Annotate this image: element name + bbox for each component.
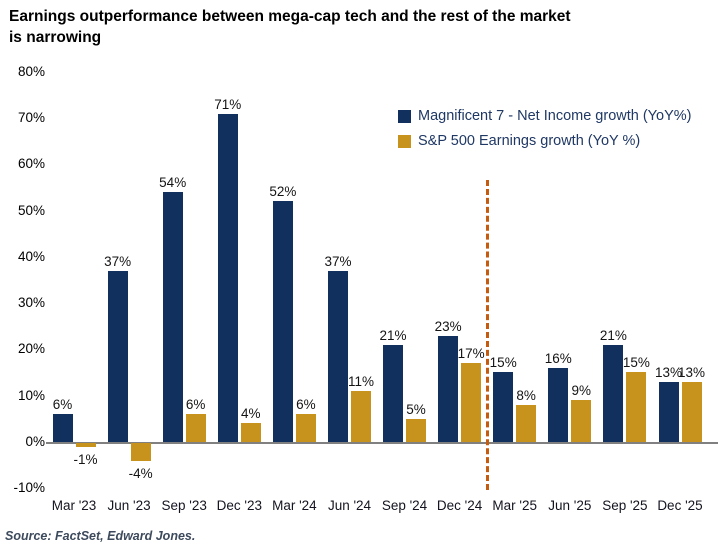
bar-value-label: 17%	[457, 346, 485, 362]
bar-value-label: 6%	[185, 397, 206, 412]
y-axis-tick-label: 60%	[17, 156, 45, 172]
bar-value-label: 11%	[347, 373, 375, 389]
y-axis-tick-label: 0%	[25, 433, 45, 449]
bar-value-label: 54%	[159, 175, 187, 191]
x-axis-category-label: Mar '24	[272, 498, 317, 513]
bar-value-label: -1%	[73, 452, 98, 468]
forecast-divider-line	[485, 180, 489, 490]
bar-value-label: 37%	[104, 253, 132, 269]
source-note: Source: FactSet, Edward Jones.	[5, 529, 196, 543]
bar-value-label: 15%	[622, 355, 650, 371]
x-axis-category-label: Dec '24	[436, 498, 483, 513]
bar-sp500	[130, 442, 151, 462]
bar-value-label: 6%	[296, 397, 316, 412]
bar-value-label: 6%	[52, 397, 73, 412]
bar-sp500	[516, 404, 537, 442]
bar-value-label: 71%	[214, 96, 242, 112]
x-axis-category-label: Jun '23	[107, 498, 151, 513]
y-axis-tick-label: 70%	[17, 110, 45, 126]
bar-sp500	[295, 414, 316, 442]
bar-sp500	[240, 423, 261, 442]
bar-value-label: 8%	[516, 387, 536, 403]
bar-value-label: 5%	[406, 401, 426, 417]
legend-label-mag7: Magnificent 7 - Net Income growth (YoY%)	[418, 108, 692, 124]
x-axis-category-label: Dec '25	[657, 498, 703, 513]
y-axis-tick-label: 20%	[17, 341, 45, 357]
bar-mag7	[52, 414, 73, 442]
legend-item-mag7: Magnificent 7 - Net Income growth (YoY%)	[398, 106, 691, 126]
x-axis-category-label: Jun '25	[548, 498, 592, 513]
x-axis-category-label: Sep '24	[381, 498, 428, 513]
bar-mag7	[658, 381, 679, 442]
legend-marker-sp500	[398, 134, 411, 148]
bar-sp500	[406, 418, 426, 442]
bar-mag7	[383, 344, 403, 442]
y-axis-tick-label: 80%	[17, 64, 45, 79]
x-axis-line	[46, 442, 718, 444]
bar-mag7	[603, 344, 624, 442]
x-axis-category-label: Mar '25	[492, 498, 537, 513]
bar-value-label: 9%	[571, 383, 592, 399]
legend-label-sp500: S&P 500 Earnings growth (YoY %)	[418, 133, 641, 149]
bar-sp500	[571, 400, 592, 442]
y-axis-tick-label: 50%	[17, 202, 45, 218]
bar-value-label: -4%	[128, 466, 153, 482]
y-axis-tick-label: 40%	[17, 248, 45, 264]
bar-value-label: 23%	[434, 318, 462, 334]
bar-value-label: 15%	[489, 355, 517, 371]
bar-mag7	[162, 192, 183, 442]
x-axis-category-label: Sep '25	[602, 498, 648, 513]
y-axis-tick-label: -10%	[13, 479, 45, 495]
bar-value-label: 4%	[241, 406, 261, 422]
bar-sp500	[461, 363, 482, 442]
bar-mag7	[328, 270, 348, 442]
bar-mag7	[107, 270, 128, 442]
bar-value-label: 52%	[269, 184, 297, 200]
y-axis-tick-label: 10%	[17, 387, 45, 403]
bar-sp500	[681, 381, 702, 442]
bar-sp500	[626, 372, 647, 442]
bar-sp500	[185, 414, 206, 442]
bar-value-label: 16%	[544, 350, 572, 366]
x-axis-category-label: Dec '23	[216, 498, 262, 513]
x-axis-category-label: Jun '24	[327, 498, 372, 513]
bar-value-label: 21%	[379, 327, 407, 343]
bar-value-label: 37%	[324, 253, 352, 269]
chart-title: Earnings outperformance between mega-cap…	[9, 8, 571, 47]
bar-mag7	[217, 113, 238, 442]
bar-sp500	[75, 442, 96, 448]
bar-mag7	[438, 335, 459, 442]
bar-sp500	[351, 390, 371, 442]
bar-mag7	[493, 372, 514, 442]
bar-mag7	[548, 367, 569, 442]
x-axis-category-label: Sep '23	[161, 498, 207, 513]
bar-value-label: 13%	[654, 364, 683, 380]
x-axis-category-label: Mar '23	[51, 498, 97, 513]
bar-mag7	[272, 201, 293, 442]
bar-value-label: 13%	[677, 364, 706, 380]
legend-item-sp500: S&P 500 Earnings growth (YoY %)	[398, 131, 691, 151]
y-axis-tick-label: 30%	[17, 295, 45, 311]
legend-marker-mag7	[398, 109, 411, 123]
chart-legend: Magnificent 7 - Net Income growth (YoY%)…	[398, 106, 691, 156]
bar-value-label: 21%	[599, 327, 627, 343]
